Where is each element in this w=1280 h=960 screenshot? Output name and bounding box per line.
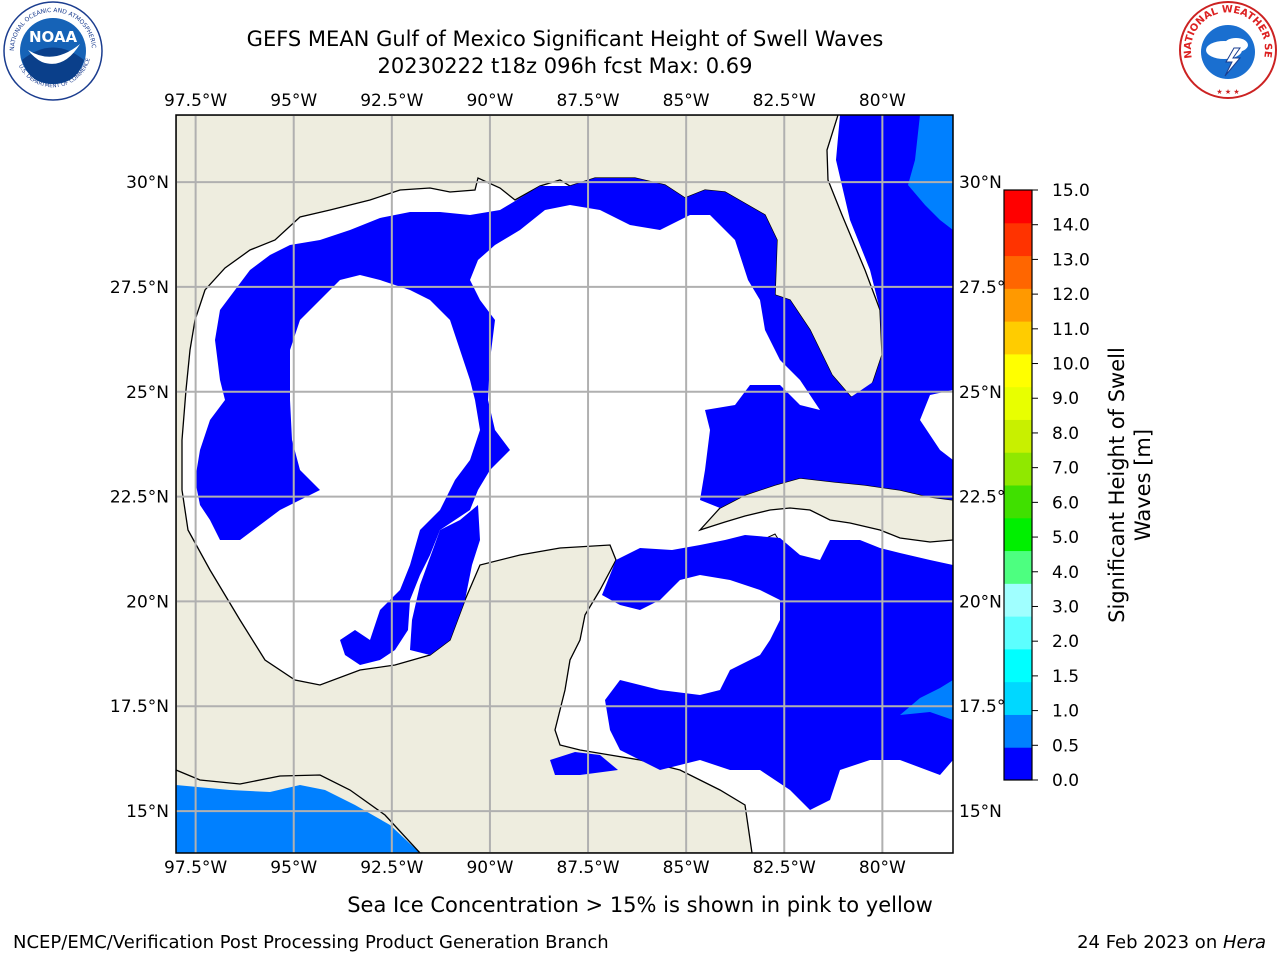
colorbar-tick-label: 12.0 [1052, 285, 1090, 305]
sea-ice-note: Sea Ice Concentration > 15% is shown in … [347, 893, 933, 917]
colorbar-swatch [1004, 190, 1032, 224]
colorbar-swatch [1004, 452, 1032, 486]
lon-label-top: 90°W [466, 91, 513, 111]
colorbar: 0.0 0.5 1.0 1.5 2.0 3.0 4.0 5.0 6.0 7.0 8.0 9.0 10.0… [1003, 181, 1090, 791]
lon-label-bottom: 97.5°W [164, 858, 227, 878]
lon-label-top: 97.5°W [164, 91, 227, 111]
colorbar-tick-label: 0.5 [1052, 736, 1079, 756]
lon-label-top: 92.5°W [360, 91, 423, 111]
title-line-1: GEFS MEAN Gulf of Mexico Significant Hei… [246, 27, 884, 51]
swell-field-caribbean [602, 535, 953, 810]
lat-label-left: 15°N [126, 802, 169, 822]
swell-field-0.5-1.0-atlantic [908, 115, 953, 230]
colorbar-tick-label: 9.0 [1052, 389, 1079, 409]
colorbar-tick-label: 14.0 [1052, 216, 1090, 236]
colorbar-swatch [1004, 550, 1032, 584]
lat-label-left: 27.5°N [110, 278, 169, 298]
lat-label-left: 20°N [126, 592, 169, 612]
footer-machine: Hera [1222, 932, 1266, 953]
colorbar-swatch [1004, 353, 1032, 388]
lon-label-bottom: 95°W [270, 858, 317, 878]
footer-credit: NCEP/EMC/Verification Post Processing Pr… [13, 932, 609, 953]
lat-label-left: 30°N [126, 173, 169, 193]
title-line-2: 20230222 t18z 096h fcst Max: 0.69 [377, 54, 753, 78]
lat-label-right: 30°N [959, 173, 1002, 193]
map-area [176, 115, 953, 853]
lat-label-right: 27.5°N [959, 278, 1018, 298]
colorbar-tick-label: 0.0 [1052, 771, 1079, 791]
axis-labels: 97.5°W 97.5°W 95°W 95°W 92.5°W 92.5°W 90°W 90°W… [110, 91, 1018, 878]
colorbar-swatch [1004, 583, 1032, 617]
colorbar-swatch [1004, 517, 1032, 552]
colorbar-tick-label: 2.0 [1052, 632, 1079, 652]
lon-label-bottom: 92.5°W [360, 858, 423, 878]
lat-label-right: 15°N [959, 802, 1002, 822]
footer-date: 24 Feb 2023 on Hera [1077, 932, 1266, 953]
lon-label-bottom: 87.5°W [556, 858, 619, 878]
colorbar-swatch [1004, 747, 1032, 781]
lon-label-top: 87.5°W [556, 91, 619, 111]
colorbar-tick-label: 6.0 [1052, 493, 1079, 513]
footer-date-text: 24 Feb 2023 on [1077, 932, 1223, 953]
colorbar-swatch [1004, 222, 1032, 257]
colorbar-swatch [1004, 714, 1032, 748]
lat-label-right: 17.5°N [959, 697, 1018, 717]
colorbar-tick-label: 10.0 [1052, 355, 1090, 375]
swell-field-honduras-coast [550, 752, 618, 775]
lon-label-top: 80°W [859, 91, 906, 111]
lon-label-top: 95°W [270, 91, 317, 111]
colorbar-tick-label: 4.0 [1052, 563, 1079, 583]
colorbar-tick-label: 11.0 [1052, 320, 1090, 340]
swell-field-0.5-1.0-caribbean [900, 680, 953, 720]
colorbar-frame [1003, 189, 1033, 781]
lon-label-top: 82.5°W [753, 91, 816, 111]
colorbar-swatch [1004, 681, 1032, 715]
noaa-logo: NATIONAL OCEANIC AND ATMOSPHERIC ADMINIS… [0, 0, 104, 102]
colorbar-tick-label: 5.0 [1052, 528, 1079, 548]
noaa-logo-text: NOAA [29, 28, 78, 46]
lon-label-bottom: 80°W [859, 858, 906, 878]
swell-field-yucatan-west [410, 505, 480, 655]
colorbar-swatch [1004, 288, 1032, 322]
colorbar-tick-label: 15.0 [1052, 181, 1090, 201]
colorbar-tick-label: 1.5 [1052, 667, 1079, 687]
colorbar-swatch [1004, 386, 1032, 420]
graticule [176, 115, 953, 853]
colorbar-swatch [1004, 616, 1032, 650]
colorbar-tick-label: 13.0 [1052, 250, 1090, 270]
lon-label-top: 85°W [663, 91, 710, 111]
lat-label-left: 25°N [126, 383, 169, 403]
colorbar-label-line-2: Waves [m] [1131, 429, 1155, 541]
colorbar-tick-label: 1.0 [1052, 702, 1079, 722]
swell-field-0-0.5 [195, 115, 953, 665]
colorbar-swatch [1004, 485, 1032, 519]
colorbar-tick-label: 8.0 [1052, 424, 1079, 444]
lon-label-bottom: 90°W [466, 858, 513, 878]
colorbar-swatch [1004, 419, 1032, 453]
colorbar-tick-label: 3.0 [1052, 597, 1079, 617]
lat-label-left: 22.5°N [110, 488, 169, 508]
lat-label-left: 17.5°N [110, 697, 169, 717]
lat-label-right: 22.5°N [959, 488, 1018, 508]
colorbar-tick-label: 7.0 [1052, 459, 1079, 479]
lon-label-bottom: 85°W [663, 858, 710, 878]
colorbar-swatch [1004, 321, 1032, 355]
nws-logo: NATIONAL WEATHER SERVICE ★ ★ ★ [1174, 0, 1278, 100]
lon-label-bottom: 82.5°W [753, 858, 816, 878]
swell-field-0.5-1.0-pacific [176, 785, 420, 853]
lat-label-right: 20°N [959, 592, 1002, 612]
colorbar-label-line-1: Significant Height of Swell [1105, 347, 1129, 623]
colorbar-swatch [1004, 255, 1032, 289]
colorbar-swatch [1004, 648, 1032, 683]
svg-text:★ ★ ★: ★ ★ ★ [1216, 88, 1239, 96]
lat-label-right: 25°N [959, 383, 1002, 403]
map-frame [175, 114, 954, 854]
